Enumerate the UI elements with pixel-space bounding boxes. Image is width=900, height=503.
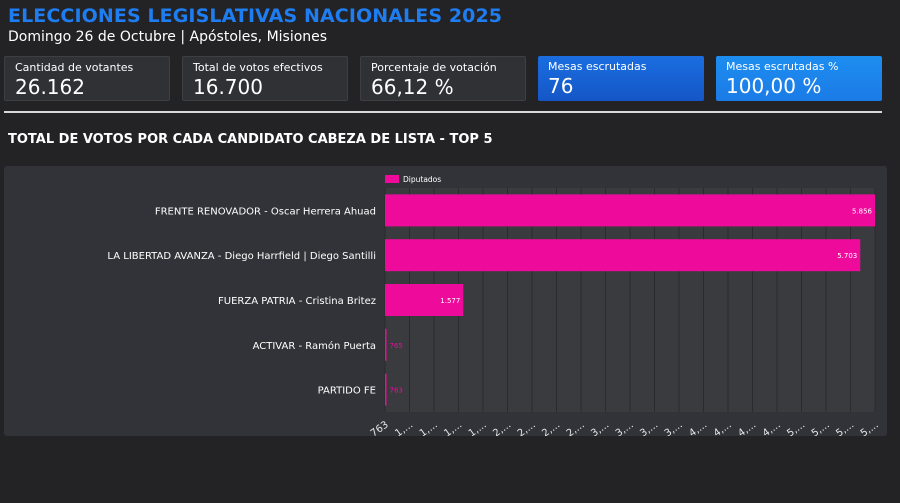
card-mesas-escrutadas: Mesas escrutadas 76: [538, 56, 704, 101]
card-value: 66,12 %: [371, 75, 454, 99]
x-tick-label: 4,...: [712, 419, 734, 436]
card-mesas-escrutadas-pct: Mesas escrutadas % 100,00 %: [716, 56, 882, 101]
x-tick-label: 4,...: [736, 419, 758, 436]
page-title: ELECCIONES LEGISLATIVAS NACIONALES 2025: [8, 5, 503, 27]
x-tick-label: 5,...: [810, 419, 832, 436]
bar: [385, 328, 387, 361]
legend-swatch: [385, 175, 399, 183]
x-tick-label: 1,...: [467, 419, 489, 436]
divider: [4, 111, 882, 113]
chart-legend: Diputados: [385, 175, 441, 184]
x-tick-label: 3,...: [663, 419, 685, 436]
x-tick-label: 5,...: [859, 419, 881, 436]
bar: [385, 373, 387, 406]
page-subtitle: Domingo 26 de Octubre | Apóstoles, Misio…: [8, 29, 328, 45]
card-value: 76: [548, 74, 574, 98]
x-tick-label: 1,...: [418, 419, 440, 436]
legend-label: Diputados: [403, 175, 441, 184]
category-label: ACTIVAR - Ramón Puerta: [253, 340, 376, 352]
bar-value-label: 765: [390, 342, 403, 350]
x-tick-label: 2,...: [565, 419, 587, 436]
card-value: 100,00 %: [726, 74, 822, 98]
card-value: 26.162: [15, 75, 85, 99]
card-porcentaje-votacion: Porcentaje de votación 66,12 %: [360, 56, 526, 101]
x-tick-label: 4,...: [761, 419, 783, 436]
x-tick-label: 763: [369, 419, 391, 436]
bar-chart: Diputados FRENTE RENOVADOR - Oscar Herrer…: [107, 175, 881, 436]
x-tick-label: 3,...: [614, 419, 636, 436]
card-cantidad-votantes: Cantidad de votantes 26.162: [4, 56, 170, 101]
category-label: LA LIBERTAD AVANZA - Diego Harrfield | D…: [107, 251, 376, 262]
x-tick-label: 3,...: [589, 419, 611, 436]
category-label: FRENTE RENOVADOR - Oscar Herrera Ahuad: [155, 206, 376, 217]
x-tick-label: 3,...: [638, 419, 660, 436]
category-label: FUERZA PATRIA - Cristina Britez: [218, 296, 376, 307]
x-tick-label: 2,...: [540, 419, 562, 436]
x-tick-label: 5,...: [785, 419, 807, 436]
card-label: Mesas escrutadas %: [726, 60, 839, 73]
bar: [385, 284, 464, 316]
x-tick-label: 1,...: [442, 419, 464, 436]
x-tick-label: 1,...: [393, 419, 415, 436]
card-label: Porcentaje de votación: [371, 61, 497, 74]
section-title: TOTAL DE VOTOS POR CADA CANDIDATO CABEZA…: [8, 132, 493, 147]
x-tick-label: 2,...: [491, 419, 513, 436]
bar: [385, 194, 875, 227]
bar-value-label: 5.856: [852, 207, 873, 215]
bar-value-label: 763: [390, 387, 403, 395]
card-label: Mesas escrutadas: [548, 60, 647, 73]
category-label: PARTIDO FE: [318, 386, 376, 397]
card-votos-efectivos: Total de votos efectivos 16.700: [182, 56, 348, 101]
bar-chart-panel: Diputados FRENTE RENOVADOR - Oscar Herrer…: [4, 166, 887, 436]
card-value: 16.700: [193, 75, 263, 99]
bar-value-label: 5.703: [837, 252, 857, 260]
card-label: Cantidad de votantes: [15, 61, 134, 74]
x-tick-label: 2,...: [516, 419, 538, 436]
card-label: Total de votos efectivos: [193, 61, 323, 74]
x-tick-label: 4,...: [687, 419, 709, 436]
x-tick-label: 5,...: [834, 419, 856, 436]
bar: [385, 239, 861, 272]
bar-value-label: 1.577: [440, 297, 460, 305]
